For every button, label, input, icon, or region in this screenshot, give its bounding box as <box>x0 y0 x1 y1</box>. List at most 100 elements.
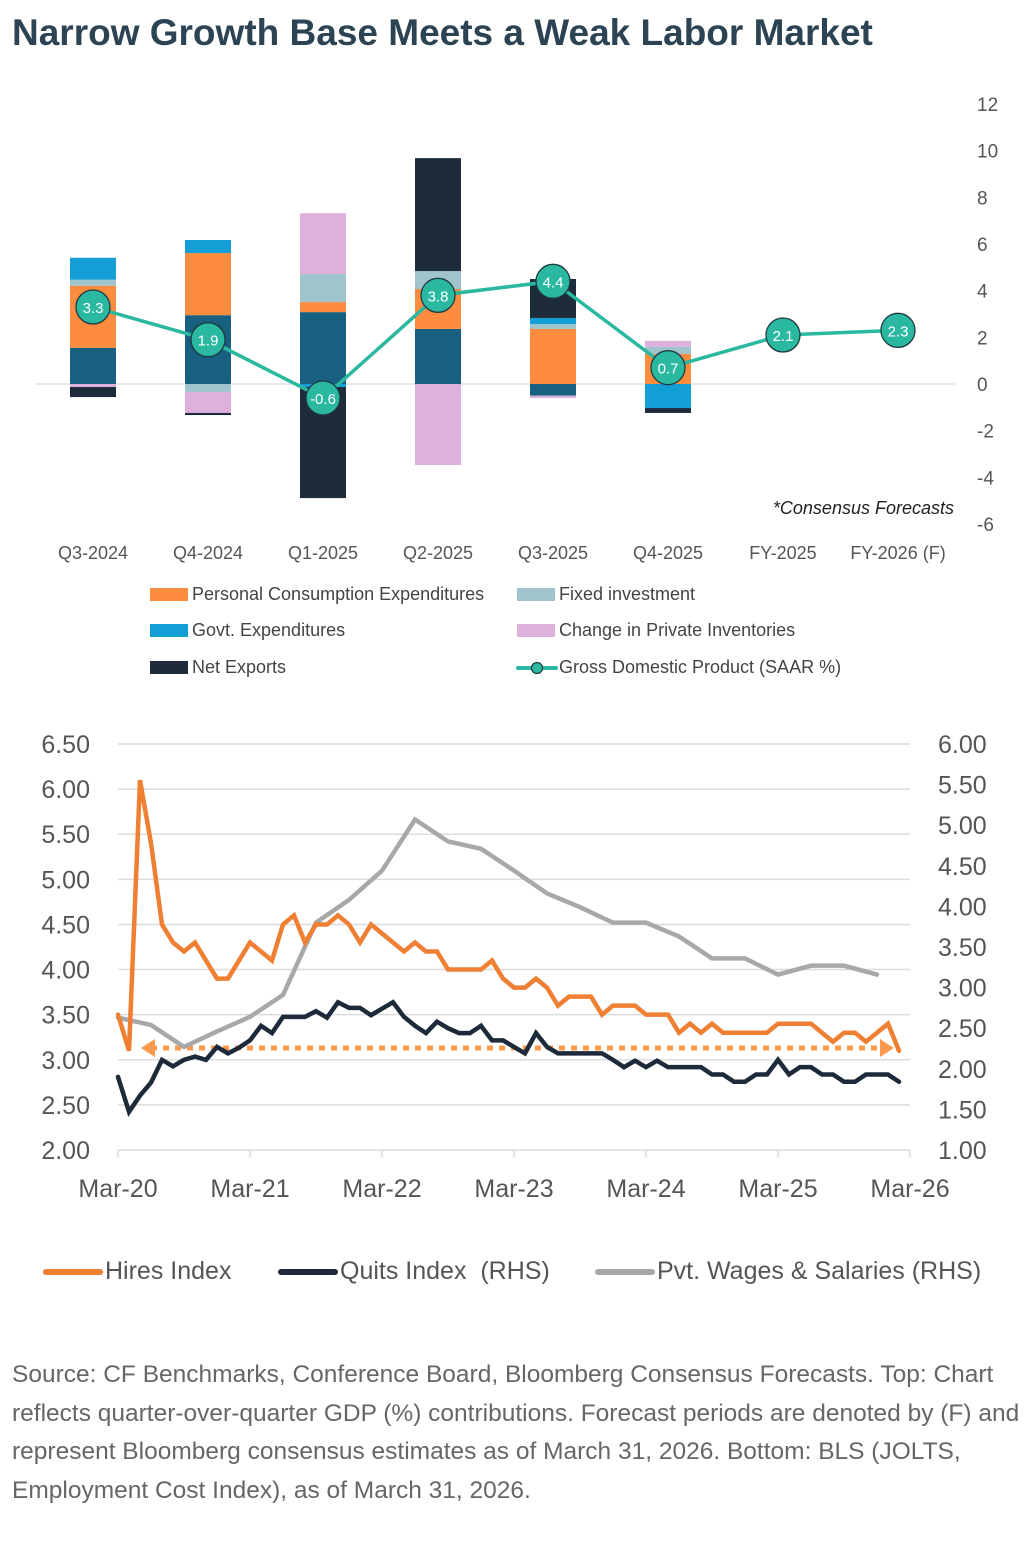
x-tick-label: Q1-2025 <box>288 543 358 563</box>
y-right-tick-label: 1.00 <box>938 1137 987 1165</box>
legend-item-inventories: Change in Private Inventories <box>517 620 795 641</box>
x-tick-label: Mar-22 <box>342 1175 421 1203</box>
legend-item-govt: Govt. Expenditures <box>150 620 345 641</box>
bar-segment-change-in-private-inventories <box>415 384 461 465</box>
legend-item-gdp: Gross Domestic Product (SAAR %) <box>516 657 842 678</box>
y-left-tick-label: 5.50 <box>41 821 90 849</box>
bar-segment-govt-expenditures <box>530 317 576 325</box>
x-tick-label: Q3-2025 <box>518 543 588 563</box>
legend-swatch-inventories <box>517 624 555 637</box>
x-tick-label: FY-2025 <box>749 543 816 563</box>
legend-item-pce: Personal Consumption Expenditures <box>150 584 484 605</box>
x-tick-label: Q3-2024 <box>58 543 128 563</box>
y-left-tick-label: 6.00 <box>41 776 90 804</box>
reference-arrow-left-icon <box>141 1039 155 1058</box>
bar-segment-fixed-investment <box>300 274 346 303</box>
y-right-tick-label: 3.00 <box>938 975 987 1003</box>
x-tick-label: Q2-2025 <box>403 543 473 563</box>
bar-segment-fixed-investment <box>530 324 576 329</box>
y-tick-label: 8 <box>977 188 988 209</box>
bar-segment-fixed-investment <box>185 384 231 392</box>
gdp-line <box>92 279 899 401</box>
bar-segment-unlabeled-component <box>70 347 116 384</box>
y-tick-label: 6 <box>977 235 988 256</box>
bar-segment-change-in-private-inventories <box>185 391 231 413</box>
x-tick-label: Mar-25 <box>738 1175 817 1203</box>
bar-segment-fixed-investment <box>70 279 116 286</box>
y-right-tick-label: 5.50 <box>938 772 987 800</box>
gdp-data-label: 2.3 <box>888 323 909 340</box>
bar-segment-net-exports <box>70 387 116 398</box>
x-tick-label: Mar-24 <box>606 1175 685 1203</box>
y-tick-label: -2 <box>977 422 994 443</box>
bar-segment-govt-expenditures <box>70 257 116 280</box>
bar-segment-change-in-private-inventories <box>70 384 116 388</box>
legend-label-wages: Pvt. Wages & Salaries (RHS) <box>657 1257 982 1285</box>
consensus-forecast-note: *Consensus Forecasts <box>772 498 954 518</box>
gdp-point <box>765 317 801 353</box>
gdp-data-label: 0.7 <box>658 361 679 378</box>
y-left-tick-label: 5.00 <box>41 866 90 894</box>
y-right-tick-label: 2.50 <box>938 1015 987 1043</box>
gdp-data-label: 3.3 <box>83 300 104 317</box>
y-tick-label: 0 <box>977 375 988 396</box>
bar-segment-change-in-private-inventories <box>645 340 691 347</box>
gdp-data-label: 1.9 <box>198 333 219 350</box>
bar-segment-personal-consumption-expenditures <box>300 302 346 313</box>
legend-label-net-exports: Net Exports <box>192 657 287 677</box>
x-tick-label: Mar-21 <box>210 1175 289 1203</box>
x-tick-label: Q4-2024 <box>173 543 243 563</box>
legend-label-quits: Quits Index (RHS) <box>340 1257 550 1285</box>
y-tick-label: 12 <box>977 95 998 116</box>
series-line-hires-index <box>115 779 902 1054</box>
y-left-tick-label: 4.50 <box>41 911 90 939</box>
bar-segment-govt-expenditures <box>185 240 231 254</box>
legend-item-fixed-investment: Fixed investment <box>517 584 695 605</box>
y-right-tick-label: 1.50 <box>938 1096 987 1124</box>
x-tick-label: Mar-26 <box>870 1175 949 1203</box>
legend-label-pce: Personal Consumption Expenditures <box>192 584 485 604</box>
series-line-quits-index-rhs <box>115 999 902 1117</box>
legend-swatch-gdp-icon <box>516 661 558 674</box>
gdp-point <box>880 312 916 348</box>
chart-title: Narrow Growth Base Meets a Weak Labor Ma… <box>12 12 873 53</box>
gdp-point <box>535 263 571 299</box>
y-left-tick-label: 2.50 <box>41 1092 90 1120</box>
gdp-data-label: 2.1 <box>773 328 794 345</box>
bar-segment-change-in-private-inventories <box>530 395 576 398</box>
bar-segment-unlabeled-component <box>530 384 576 396</box>
legend-item-net-exports: Net Exports <box>150 657 286 678</box>
y-tick-label: 4 <box>977 282 988 303</box>
legend-label-gdp: Gross Domestic Product (SAAR %) <box>559 657 842 677</box>
gdp-point <box>75 289 111 325</box>
legend-swatch-fixed-investment <box>517 588 555 601</box>
gdp-point <box>190 322 226 358</box>
gdp-point <box>650 350 686 386</box>
gdp-data-label: -0.6 <box>310 391 336 408</box>
legend-item-quits: Quits Index (RHS) <box>278 1257 550 1286</box>
bar-segment-unlabeled-component <box>300 312 346 384</box>
legend-swatch-net-exports <box>150 661 188 674</box>
y-left-tick-label: 3.00 <box>41 1047 90 1075</box>
y-tick-label: 10 <box>977 142 998 163</box>
legend-swatch-govt <box>150 624 188 637</box>
labor-market-chart: 6.50 6.00 5.50 5.00 4.50 4.00 3.50 3.00 2.50 2.00… <box>41 731 987 1203</box>
legend-item-wages: Pvt. Wages & Salaries (RHS) <box>595 1257 981 1286</box>
legend-swatch-pce <box>150 588 188 601</box>
legend-label-hires: Hires Index <box>105 1257 232 1285</box>
bar-segment-personal-consumption-expenditures <box>185 253 231 316</box>
y-right-tick-label: 4.50 <box>938 853 987 881</box>
x-tick-label: Q4-2025 <box>633 543 703 563</box>
y-right-tick-label: 5.00 <box>938 812 987 840</box>
bar-segment-net-exports <box>645 408 691 413</box>
legend-swatch-hires <box>43 1268 103 1275</box>
bar-segment-net-exports <box>185 412 231 416</box>
y-tick-label: -6 <box>977 515 994 536</box>
legend-label-inventories: Change in Private Inventories <box>559 620 796 640</box>
legend-swatch-wages <box>595 1268 655 1275</box>
y-right-tick-label: 6.00 <box>938 731 987 759</box>
bar-segment-net-exports <box>415 158 461 272</box>
x-tick-label: Mar-23 <box>474 1175 553 1203</box>
bar-segment-personal-consumption-expenditures <box>530 328 576 384</box>
gdp-data-label: 4.4 <box>543 274 564 291</box>
